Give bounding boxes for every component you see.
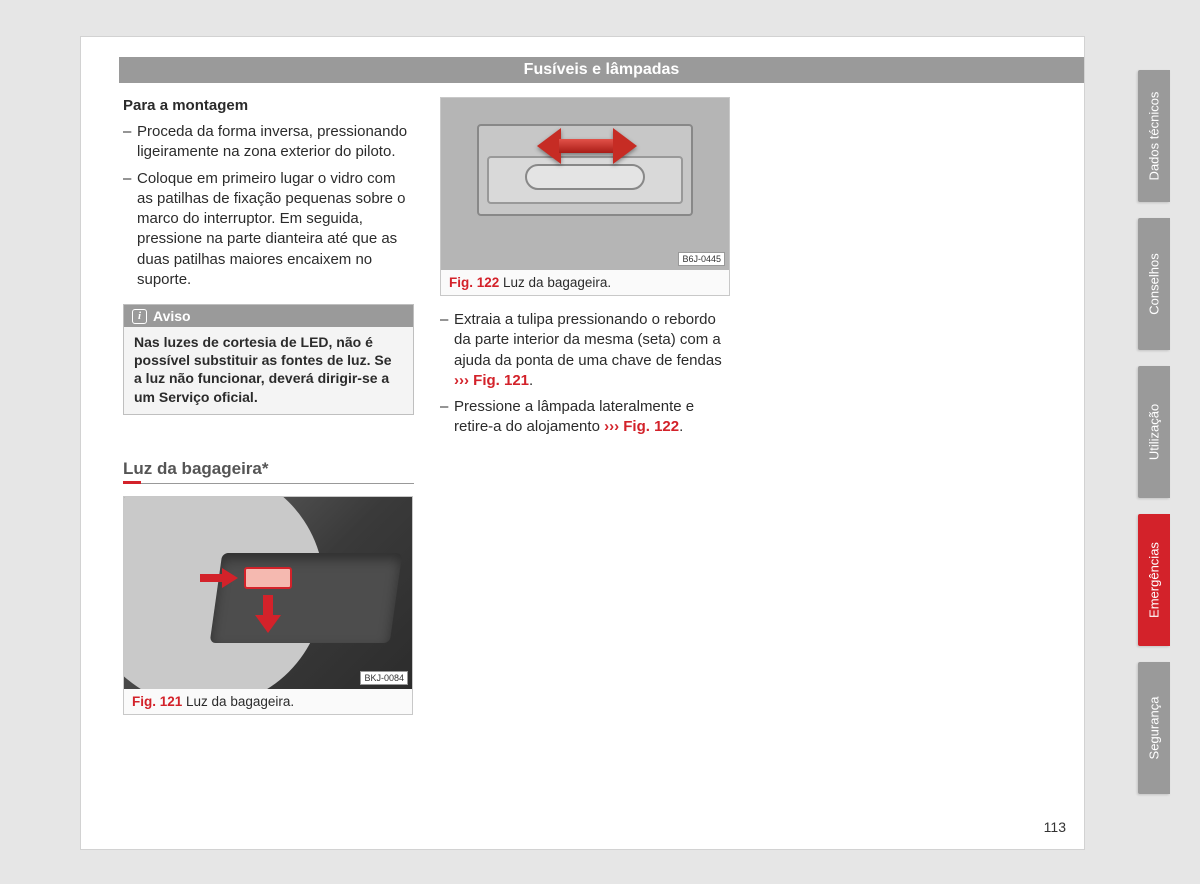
figure-122-image: B6J-0445 xyxy=(441,98,729,270)
dash-icon: – xyxy=(440,397,454,438)
figure-number: Fig. 121 xyxy=(132,694,182,709)
side-tabs: Dados técnicos Conselhos Utilização Emer… xyxy=(1086,70,1170,810)
figure-121: BKJ-0084 Fig. 121 Luz da bagageira. xyxy=(123,496,413,715)
tab-label: Dados técnicos xyxy=(1147,92,1162,181)
bullet-text-part: Extraia a tulipa pressionando o rebordo … xyxy=(454,311,722,369)
dash-icon: – xyxy=(123,122,137,163)
notice-body: Nas luzes de cortesia de LED, não é poss… xyxy=(124,327,413,414)
bulb-icon xyxy=(525,164,645,190)
figure-caption-text: Luz da bagageira. xyxy=(499,275,611,290)
dash-icon: – xyxy=(123,169,137,291)
image-code: BKJ-0084 xyxy=(360,671,408,685)
arrow-right-icon xyxy=(200,571,240,585)
tab-conselhos[interactable]: Conselhos xyxy=(1138,218,1170,350)
figure-122-caption: Fig. 122 Luz da bagageira. xyxy=(441,270,729,295)
subheading-montagem: Para a montagem xyxy=(123,97,414,114)
tab-label: Conselhos xyxy=(1147,253,1162,314)
bullet-text: Coloque em primeiro lugar o vidro com as… xyxy=(137,169,414,291)
dash-icon: – xyxy=(440,310,454,391)
tab-label: Emergências xyxy=(1147,542,1162,618)
info-icon: i xyxy=(132,309,147,324)
bullet-item: – Pressione a lâmpada lateralmente e ret… xyxy=(440,397,731,438)
notice-label: Aviso xyxy=(153,308,191,324)
page-number: 113 xyxy=(1044,819,1066,835)
column-2: B6J-0445 Fig. 122 Luz da bagageira. – Ex… xyxy=(440,97,731,715)
content-columns: Para a montagem – Proceda da forma inver… xyxy=(123,97,1048,715)
bullet-text: Proceda da forma inversa, pressionando l… xyxy=(137,122,414,163)
tab-utilizacao[interactable]: Utilização xyxy=(1138,366,1170,498)
tab-label: Segurança xyxy=(1147,697,1162,760)
bullet-item: – Coloque em primeiro lugar o vidro com … xyxy=(123,169,414,291)
tab-seguranca[interactable]: Segurança xyxy=(1138,662,1170,794)
figure-caption-text: Luz da bagageira. xyxy=(182,694,294,709)
manual-page: Fusíveis e lâmpadas Para a montagem – Pr… xyxy=(80,36,1085,850)
figure-121-image: BKJ-0084 xyxy=(124,497,412,689)
notice-header: i Aviso xyxy=(124,305,413,327)
figure-122: B6J-0445 Fig. 122 Luz da bagageira. xyxy=(440,97,730,296)
column-1: Para a montagem – Proceda da forma inver… xyxy=(123,97,414,715)
tab-dados-tecnicos[interactable]: Dados técnicos xyxy=(1138,70,1170,202)
bullet-text: Extraia a tulipa pressionando o rebordo … xyxy=(454,310,731,391)
arrow-down-icon xyxy=(256,595,280,635)
bullet-item: – Extraia a tulipa pressionando o rebord… xyxy=(440,310,731,391)
tab-emergencias[interactable]: Emergências xyxy=(1138,514,1170,646)
bullet-item: – Proceda da forma inversa, pressionando… xyxy=(123,122,414,163)
image-code: B6J-0445 xyxy=(678,252,725,266)
bullet-text: Pressione a lâmpada lateralmente e retir… xyxy=(454,397,731,438)
double-arrow-icon xyxy=(537,128,637,164)
figure-number: Fig. 122 xyxy=(449,275,499,290)
notice-box: i Aviso Nas luzes de cortesia de LED, nã… xyxy=(123,304,414,415)
fig-ref-122: ››› Fig. 122 xyxy=(604,418,679,435)
figure-121-caption: Fig. 121 Luz da bagageira. xyxy=(124,689,412,714)
tab-label: Utilização xyxy=(1147,404,1162,460)
period: . xyxy=(679,418,683,435)
fig-ref-121: ››› Fig. 121 xyxy=(454,372,529,389)
period: . xyxy=(529,372,533,389)
section-header: Fusíveis e lâmpadas xyxy=(119,57,1084,83)
boot-light-icon xyxy=(244,567,292,589)
column-3 xyxy=(757,97,1048,715)
section-title-bagageira: Luz da bagageira* xyxy=(123,459,414,484)
